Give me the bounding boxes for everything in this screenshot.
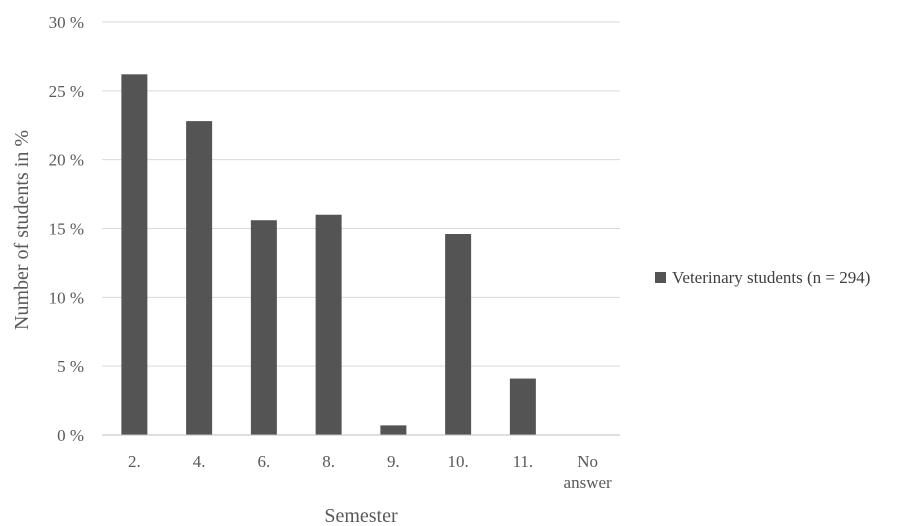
gridlines: [102, 21, 620, 367]
bar: [186, 121, 213, 436]
x-tick-label: 9.: [387, 452, 400, 471]
x-tick-label: 6.: [258, 452, 271, 471]
legend-label: Veterinary students (n = 294): [672, 268, 870, 287]
bar: [121, 74, 148, 436]
y-tick-label: 25 %: [49, 82, 84, 101]
bar: [509, 378, 536, 435]
x-tick-label: 8.: [322, 452, 335, 471]
bar: [445, 234, 472, 435]
x-tick-labels: 2. 4. 6. 8. 9. 10. 11. No answer: [128, 452, 612, 492]
y-tick-label: 15 %: [49, 220, 84, 239]
y-axis-title: Number of students in %: [11, 130, 33, 330]
y-tick-label: 0 %: [57, 426, 84, 445]
y-tick-label: 20 %: [49, 151, 84, 170]
legend-swatch: [655, 272, 666, 283]
x-tick-label: 10.: [448, 452, 469, 471]
y-tick-label: 5 %: [57, 357, 84, 376]
bar: [315, 214, 342, 435]
bars: [121, 74, 536, 436]
x-tick-label: 4.: [193, 452, 206, 471]
x-tick-label: 2.: [128, 452, 141, 471]
x-tick-label: 11.: [513, 452, 534, 471]
x-tick-label: No answer: [564, 452, 612, 492]
bar: [380, 425, 407, 435]
legend: Veterinary students (n = 294): [655, 268, 870, 287]
bar: [250, 220, 277, 435]
y-tick-label: 10 %: [49, 288, 84, 307]
y-tick-labels: 0 % 5 % 10 % 15 % 20 % 25 % 30 %: [49, 13, 84, 445]
y-tick-label: 30 %: [49, 13, 84, 32]
x-axis-title: Semester: [324, 505, 398, 526]
